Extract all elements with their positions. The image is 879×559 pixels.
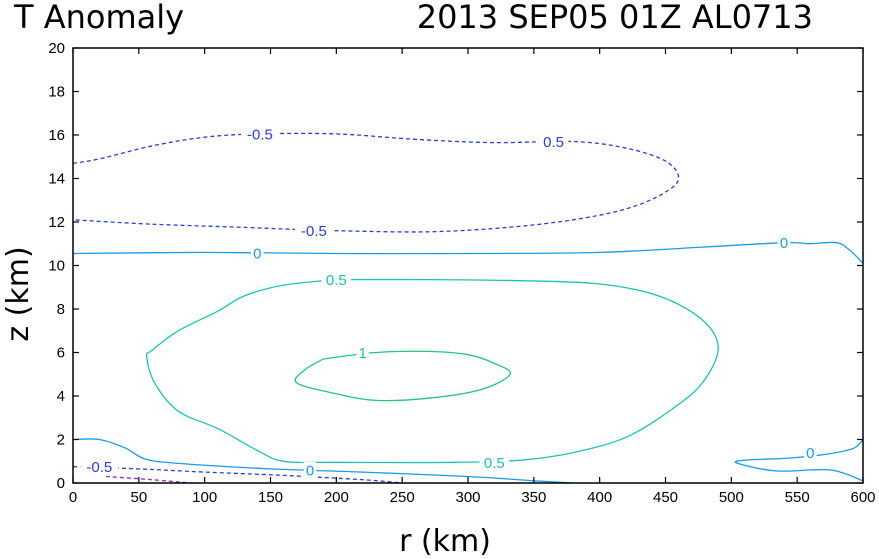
y-tick-label: 2 [57,432,65,449]
contour-label: 0 [780,235,788,252]
y-tick-label: 14 [48,171,65,188]
contour-label: 0 [253,245,261,262]
y-tick-label: 0 [57,475,65,492]
x-tick-label: 350 [521,489,546,506]
x-tick-label: 150 [258,489,283,506]
x-tick-label: 500 [719,489,744,506]
contour-neg0.5-lower [72,466,403,484]
contour-pos0.5-ring [145,278,719,464]
contour-label: -0.5 [247,126,273,143]
contour-label-bg [240,125,279,142]
x-axis-label: r (km) [399,524,491,559]
contour-neg1-corner [105,475,192,484]
chart-title-left: T Anomaly [13,0,184,36]
y-tick-label: 12 [48,214,65,231]
contour-zero-upper [72,241,864,264]
y-tick-label: 10 [48,258,65,275]
contour-zero-lower [72,438,574,484]
contour-label-bg [294,222,333,239]
x-tick-label: 450 [653,489,678,506]
y-tick-label: 20 [48,40,65,57]
contour-label-bg [356,344,369,361]
contour-label-bg [80,458,119,475]
contour-label: 0.5 [326,272,347,289]
x-tick-label: 0 [69,489,77,506]
contour-label: 1 [358,345,366,362]
contour-lines [72,132,864,484]
x-tick-label: 100 [192,489,217,506]
y-tick-label: 4 [57,388,65,405]
x-tick-label: 250 [390,489,415,506]
x-tick-label: 600 [850,489,875,506]
x-tick-label: 400 [587,489,612,506]
contour-label-bg [538,133,569,150]
x-axis: 0 50 100 150 200 250 300 350 400 450 500 550 600 [69,48,876,506]
x-tick-label: 550 [785,489,810,506]
contour-label: 0.5 [484,455,505,472]
chart-title-right: 2013 SEP05 01Z AL0713 [417,0,813,36]
contour-label-bg [804,444,817,461]
x-tick-label: 50 [130,489,147,506]
y-tick-label: 8 [57,301,65,318]
contour-label-bg [777,234,791,251]
contour-label: -0.5 [86,459,112,476]
contour-label-bg [251,244,264,261]
y-axis-label: z (km) [1,246,36,341]
contour-pos1-core [294,350,511,402]
x-tick-label: 300 [455,489,480,506]
contour-label: 0 [306,462,314,479]
contour-zero-right-blob [734,439,864,482]
contour-label-bg [321,271,352,288]
contour-labels: -0.5 0.5 -0.5 0 0 0.5 1 0.5 0 0 -0.5 [80,125,817,479]
contour-label-bg [303,461,317,478]
x-tick-label: 200 [324,489,349,506]
y-tick-label: 18 [48,84,65,101]
y-tick-label: 16 [48,127,65,144]
contour-neg0.5-upper [72,132,680,233]
contour-label: 0.5 [543,134,564,151]
contour-label-bg [479,454,510,471]
y-tick-label: 6 [57,345,65,362]
contour-label: -0.5 [301,223,327,240]
contour-label: 0 [806,445,814,462]
